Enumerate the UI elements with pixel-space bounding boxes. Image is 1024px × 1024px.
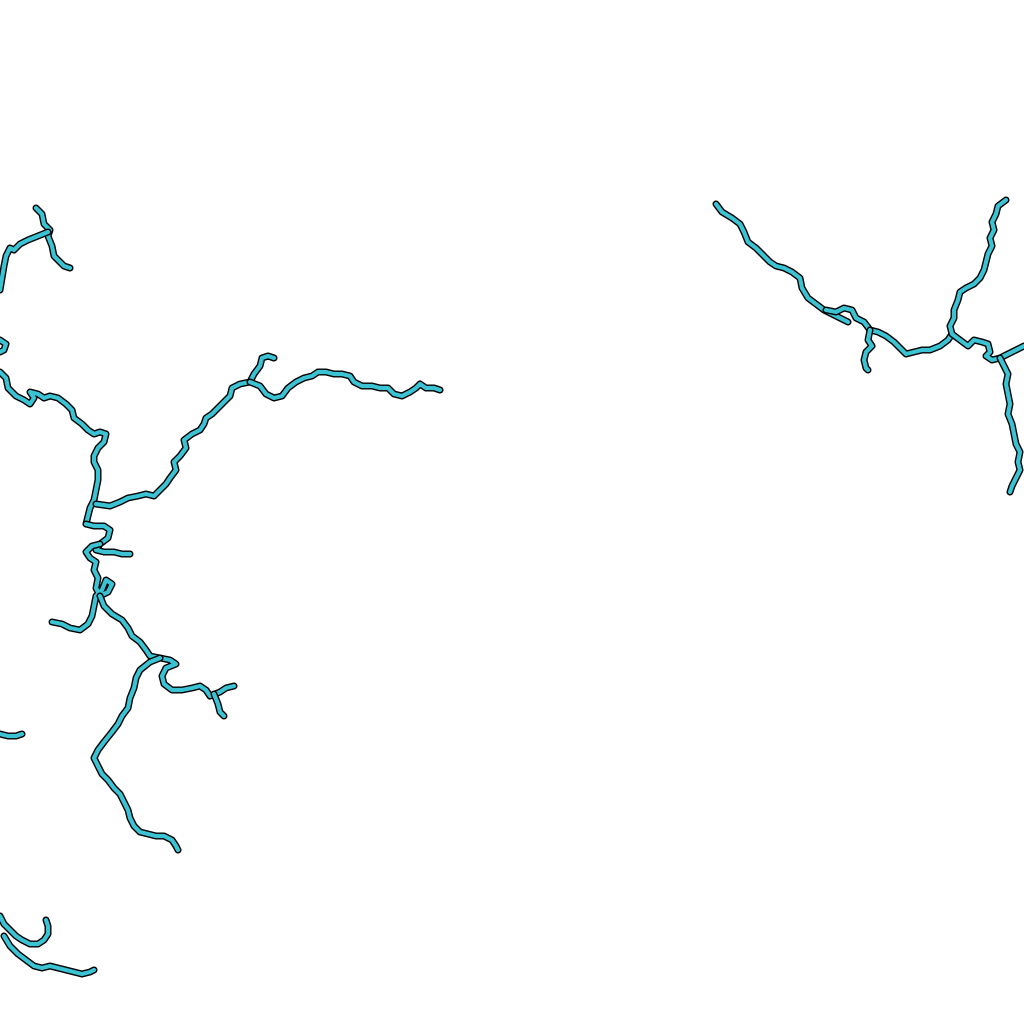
river-segment — [0, 913, 51, 947]
river-segment — [91, 655, 181, 853]
river-segment — [247, 369, 443, 401]
river-segment — [211, 691, 227, 719]
river-segment — [49, 541, 115, 633]
river-segment — [0, 369, 109, 527]
river-segment — [946, 196, 1024, 364]
river-segment — [93, 353, 277, 509]
river-network-east — [712, 196, 1024, 496]
river-segment — [823, 305, 955, 357]
river-segment — [0, 731, 25, 739]
river-segment — [861, 327, 875, 373]
river-segment — [0, 229, 51, 293]
river-segment — [97, 593, 237, 699]
river-network-west — [0, 204, 444, 978]
river-segment — [92, 352, 278, 510]
river-segment — [997, 355, 1023, 495]
river-segment — [947, 197, 1024, 363]
river-segment — [713, 201, 851, 325]
river-segment — [1, 933, 97, 977]
river-segment — [33, 205, 73, 271]
river-segment — [96, 592, 238, 700]
river-segment — [0, 337, 9, 355]
